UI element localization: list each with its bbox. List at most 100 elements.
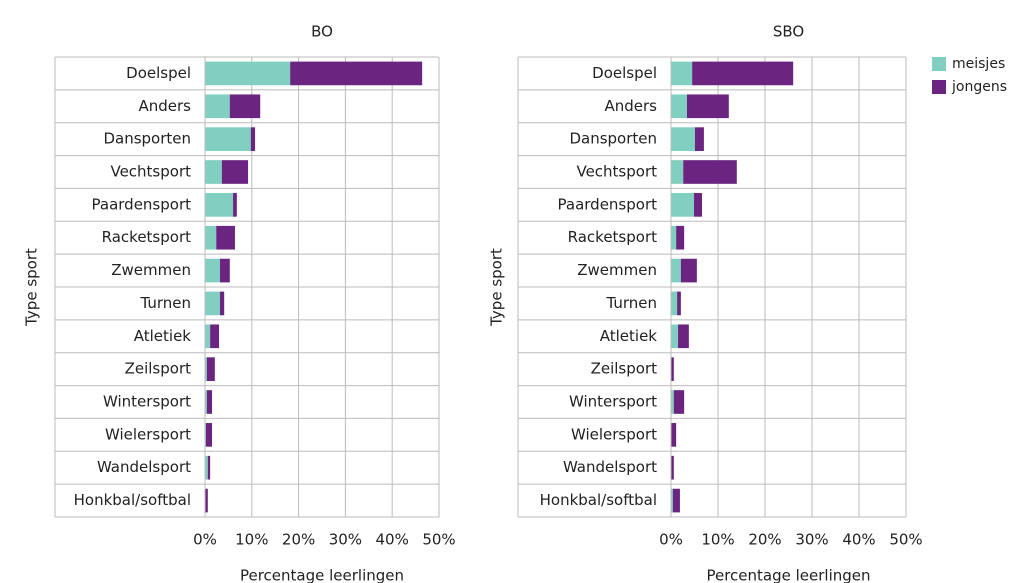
x-tick-label: 10% (235, 531, 268, 549)
bar-segment (673, 390, 685, 414)
bar-segment (205, 488, 208, 513)
bar-segment (671, 127, 695, 151)
x-tick-label: 50% (422, 531, 455, 549)
y-tick-label: Wintersport (569, 393, 657, 411)
bar-segment (671, 390, 674, 414)
x-tick-label: 0% (193, 531, 217, 549)
bar-segment (219, 291, 225, 316)
y-tick-label: Zwemmen (111, 261, 191, 279)
bar-segment (676, 225, 685, 250)
bar-segment (205, 423, 213, 447)
bar-segment (683, 160, 737, 184)
bar-segment (233, 193, 237, 217)
bar-segment (671, 193, 695, 217)
bar-segment (205, 357, 207, 381)
bar-segment (694, 193, 703, 217)
y-tick-label: Wielersport (105, 425, 191, 443)
bar-segment (205, 291, 220, 316)
bar-segment (671, 160, 684, 184)
bar-segment (205, 455, 208, 480)
bar-segment (216, 225, 235, 250)
y-tick-label: Paardensport (558, 195, 658, 213)
y-tick-label: Dansporten (569, 130, 657, 148)
y-tick-label: Zeilsport (591, 360, 658, 378)
legend-swatch (932, 80, 946, 94)
bar-segment (205, 94, 230, 119)
x-tick-label: 10% (701, 531, 734, 549)
y-tick-label: Anders (139, 97, 192, 115)
legend-label: jongens (951, 79, 1007, 95)
y-tick-label: Wandelsport (563, 458, 657, 476)
y-tick-label: Atletiek (134, 327, 192, 345)
bar-segment (671, 455, 674, 480)
y-tick-label: Turnen (139, 294, 191, 312)
bar-segment (671, 324, 679, 349)
y-tick-label: Paardensport (92, 195, 192, 213)
y-tick-label: Honkbal/softbal (540, 491, 657, 509)
bar-segment (205, 390, 207, 414)
y-tick-label: Racketsport (568, 228, 657, 246)
bar-segment (206, 390, 213, 414)
bar-segment (694, 127, 704, 151)
bar-segment (229, 94, 261, 119)
y-tick-label: Anders (605, 97, 658, 115)
bar-segment (671, 61, 693, 86)
y-tick-label: Honkbal/softbal (74, 491, 191, 509)
y-axis-label: Type sport (23, 248, 41, 327)
bar-segment (205, 225, 217, 250)
y-tick-label: Zwemmen (577, 261, 657, 279)
legend-swatch (932, 57, 946, 71)
bar-segment (671, 423, 677, 447)
y-tick-label: Doelspel (126, 64, 191, 82)
bar-segment (290, 61, 423, 86)
bar-segment (678, 324, 689, 349)
y-tick-label: Wielersport (571, 425, 657, 443)
bar-segment (671, 291, 678, 316)
bar-segment (205, 193, 234, 217)
x-tick-label: 40% (376, 531, 409, 549)
x-tick-label: 20% (748, 531, 781, 549)
x-tick-label: 30% (795, 531, 828, 549)
bar-segment (210, 324, 220, 349)
chart-title: BO (311, 23, 333, 41)
bar-segment (250, 127, 256, 151)
x-axis-label: Percentage leerlingen (706, 567, 870, 583)
bar-segment (219, 258, 230, 283)
bar-segment (671, 258, 681, 283)
x-tick-label: 30% (329, 531, 362, 549)
bar-segment (205, 324, 211, 349)
bar-segment (672, 488, 680, 513)
bar-segment (205, 258, 220, 283)
y-tick-label: Dansporten (103, 130, 191, 148)
y-tick-label: Doelspel (592, 64, 657, 82)
bar-segment (205, 160, 222, 184)
chart-title: SBO (773, 23, 804, 41)
bar-segment (671, 225, 677, 250)
y-axis-label: Type sport (488, 248, 506, 327)
x-tick-label: 40% (842, 531, 875, 549)
y-tick-label: Zeilsport (125, 360, 192, 378)
y-tick-label: Racketsport (102, 228, 191, 246)
y-tick-label: Wandelsport (97, 458, 191, 476)
bar-segment (671, 488, 673, 513)
bar-segment (221, 160, 249, 184)
legend-label: meisjes (952, 56, 1005, 72)
bar-segment (205, 127, 251, 151)
y-tick-label: Wintersport (103, 393, 191, 411)
bar-segment (677, 291, 681, 316)
bar-segment (671, 94, 687, 119)
bar-segment (206, 357, 215, 381)
y-tick-label: Vechtsport (110, 163, 191, 181)
y-tick-label: Atletiek (600, 327, 658, 345)
bar-segment (207, 455, 211, 480)
bar-segment (680, 258, 697, 283)
x-tick-label: 50% (889, 531, 922, 549)
x-axis-label: Percentage leerlingen (240, 567, 404, 583)
y-tick-label: Vechtsport (576, 163, 657, 181)
bar-segment (671, 357, 674, 381)
x-tick-label: 0% (659, 531, 683, 549)
x-tick-label: 20% (282, 531, 315, 549)
bar-segment (205, 61, 291, 86)
y-tick-label: Turnen (605, 294, 657, 312)
